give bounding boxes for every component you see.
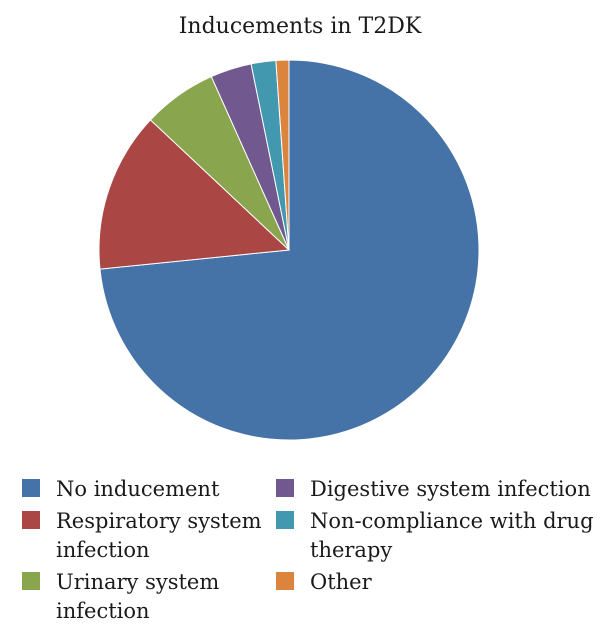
legend-label: Non-compliance with drug therapy xyxy=(310,509,594,562)
legend-label: Respiratory system infection xyxy=(56,509,262,562)
legend-item-urinary: Urinary system infection xyxy=(22,568,219,626)
legend-label: Digestive system infection xyxy=(310,477,591,501)
pie-slice-other xyxy=(275,59,290,251)
legend-item-non-compliance: Non-compliance with drug therapy xyxy=(276,507,594,565)
chart-title: Inducements in T2DK xyxy=(178,14,422,39)
legend-swatch xyxy=(276,511,294,529)
legend-item-respiratory: Respiratory system infection xyxy=(22,507,262,565)
legend-label: No inducement xyxy=(56,477,220,501)
pie-slice-respiratory-system-infection xyxy=(98,119,291,270)
legend-swatch xyxy=(22,572,40,590)
legend-label: Urinary system infection xyxy=(56,570,220,623)
legend-item-no-inducement: No inducement xyxy=(22,475,219,504)
legend-item-other: Other xyxy=(276,568,372,597)
legend-swatch xyxy=(276,572,294,590)
legend-label: Other xyxy=(310,570,372,594)
legend-item-digestive: Digestive system infection xyxy=(276,475,591,504)
legend-swatch xyxy=(276,479,294,497)
legend-swatch xyxy=(22,511,40,529)
legend-swatch xyxy=(22,479,40,497)
